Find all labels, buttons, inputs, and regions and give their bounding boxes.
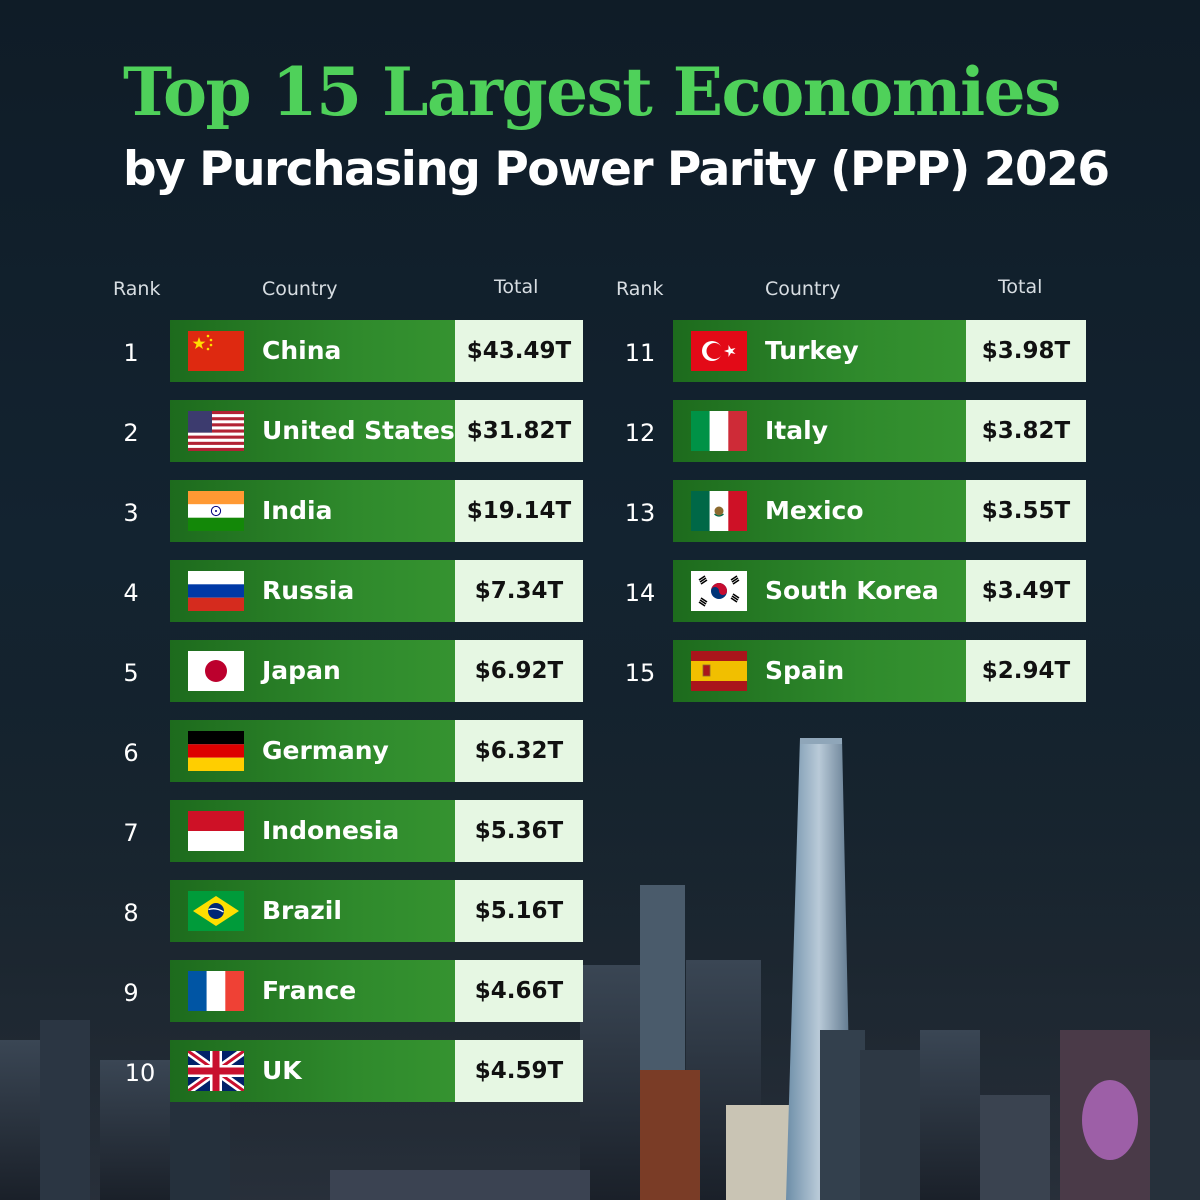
total-header-right: Total [998, 276, 1043, 298]
south-korea-flag-icon [691, 571, 747, 611]
country-name: France [262, 976, 357, 1005]
total-value: $4.59T [455, 1040, 583, 1102]
total-value: $3.82T [966, 400, 1086, 462]
country-name: UK [262, 1056, 302, 1085]
italy-flag-icon [691, 411, 747, 451]
page-subtitle: by Purchasing Power Parity (PPP) 2026 [123, 142, 1110, 197]
country-name: Brazil [262, 896, 342, 925]
total-value: $31.82T [455, 400, 583, 462]
table-row: China $43.49T [170, 320, 583, 382]
rank-number: 14 [624, 579, 656, 607]
total-value: $5.16T [455, 880, 583, 942]
country-header-left: Country [262, 278, 338, 300]
table-row: Spain $2.94T [673, 640, 1086, 702]
table-row: Turkey $3.98T [673, 320, 1086, 382]
india-flag-icon [188, 491, 244, 531]
indonesia-flag-icon [188, 811, 244, 851]
country-name: Russia [262, 576, 355, 605]
total-value: $5.36T [455, 800, 583, 862]
usa-flag-icon [188, 411, 244, 451]
table-row: South Korea $3.49T [673, 560, 1086, 622]
rank-number: 8 [123, 899, 139, 927]
country-name: Italy [765, 416, 828, 445]
rank-number: 15 [624, 659, 656, 687]
country-name: United States [262, 416, 455, 445]
country-name: Spain [765, 656, 845, 685]
country-name: South Korea [765, 576, 939, 605]
rank-header-right: Rank [616, 278, 664, 300]
rank-number: 2 [123, 419, 139, 447]
total-value: $6.32T [455, 720, 583, 782]
rank-header-left: Rank [113, 278, 161, 300]
table-row: Indonesia $5.36T [170, 800, 583, 862]
table-row: UK $4.59T [170, 1040, 583, 1102]
table-row: Brazil $5.16T [170, 880, 583, 942]
total-value: $43.49T [455, 320, 583, 382]
spain-flag-icon [691, 651, 747, 691]
japan-flag-icon [188, 651, 244, 691]
total-value: $3.55T [966, 480, 1086, 542]
rank-number: 3 [123, 499, 139, 527]
table-row: Italy $3.82T [673, 400, 1086, 462]
rank-number: 4 [123, 579, 139, 607]
uk-flag-icon [188, 1051, 244, 1091]
table-row: Japan $6.92T [170, 640, 583, 702]
turkey-flag-icon [691, 331, 747, 371]
table-row: France $4.66T [170, 960, 583, 1022]
country-name: China [262, 336, 342, 365]
country-name: Japan [262, 656, 341, 685]
total-value: $3.49T [966, 560, 1086, 622]
rank-number: 6 [123, 739, 139, 767]
page-title: Top 15 Largest Economies [123, 53, 1061, 131]
country-name: Mexico [765, 496, 864, 525]
germany-flag-icon [188, 731, 244, 771]
mexico-flag-icon [691, 491, 747, 531]
table-row: Mexico $3.55T [673, 480, 1086, 542]
rank-number: 11 [624, 339, 656, 367]
total-header-left: Total [494, 276, 539, 298]
table-row: India $19.14T [170, 480, 583, 542]
total-value: $19.14T [455, 480, 583, 542]
table-row: Germany $6.32T [170, 720, 583, 782]
country-name: Indonesia [262, 816, 400, 845]
rank-number: 1 [123, 339, 139, 367]
total-value: $3.98T [966, 320, 1086, 382]
rank-number: 5 [123, 659, 139, 687]
country-header-right: Country [765, 278, 841, 300]
rank-number: 12 [624, 419, 656, 447]
table-row: Russia $7.34T [170, 560, 583, 622]
russia-flag-icon [188, 571, 244, 611]
rank-number: 9 [123, 979, 139, 1007]
country-name: India [262, 496, 333, 525]
brazil-flag-icon [188, 891, 244, 931]
total-value: $6.92T [455, 640, 583, 702]
france-flag-icon [188, 971, 244, 1011]
country-name: Germany [262, 736, 389, 765]
total-value: $7.34T [455, 560, 583, 622]
rank-number: 13 [624, 499, 656, 527]
table-row: United States $31.82T [170, 400, 583, 462]
rank-number: 7 [123, 819, 139, 847]
china-flag-icon [188, 331, 244, 371]
country-name: Turkey [765, 336, 859, 365]
total-value: $4.66T [455, 960, 583, 1022]
rank-number: 10 [124, 1059, 156, 1087]
total-value: $2.94T [966, 640, 1086, 702]
